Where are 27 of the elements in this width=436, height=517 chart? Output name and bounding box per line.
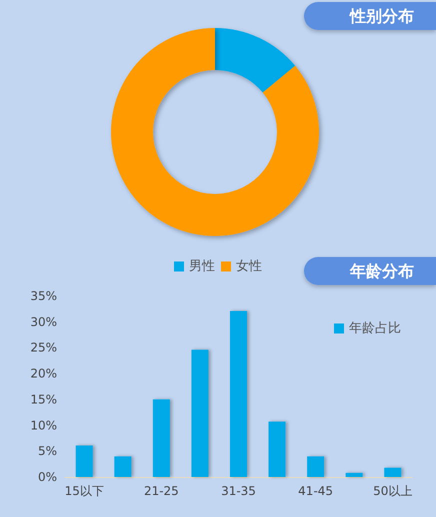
bar [114, 456, 132, 477]
x-tick-label: 15以下 [64, 484, 104, 498]
bar [384, 468, 402, 477]
y-tick-label: 0% [38, 470, 57, 484]
x-tick-label: 21-25 [144, 484, 179, 498]
bar [268, 422, 286, 477]
x-tick-label: 41-45 [298, 484, 334, 498]
y-tick-label: 5% [38, 444, 57, 458]
text: 性别分布 [349, 6, 414, 26]
bar [191, 350, 208, 477]
y-tick-label: 20% [30, 366, 57, 381]
y-tick-label: 10% [30, 418, 57, 432]
bar [346, 472, 363, 477]
y-tick-label: 35% [30, 289, 57, 303]
x-tick-label: 31-35 [221, 484, 256, 498]
legend-label: 男性 [189, 259, 215, 274]
y-tick-label: 25% [30, 340, 57, 355]
bar [230, 310, 247, 477]
y-tick-label: 30% [30, 314, 57, 329]
legend-label: 女性 [236, 259, 262, 274]
legend-label: 年龄占比 [349, 321, 401, 336]
chart-title: 年龄分布 [349, 262, 414, 280]
bar [152, 399, 170, 477]
x-tick-label: 50以上 [373, 484, 412, 498]
y-tick-label: 15% [30, 392, 57, 406]
bar [307, 456, 324, 477]
bar [76, 445, 93, 477]
